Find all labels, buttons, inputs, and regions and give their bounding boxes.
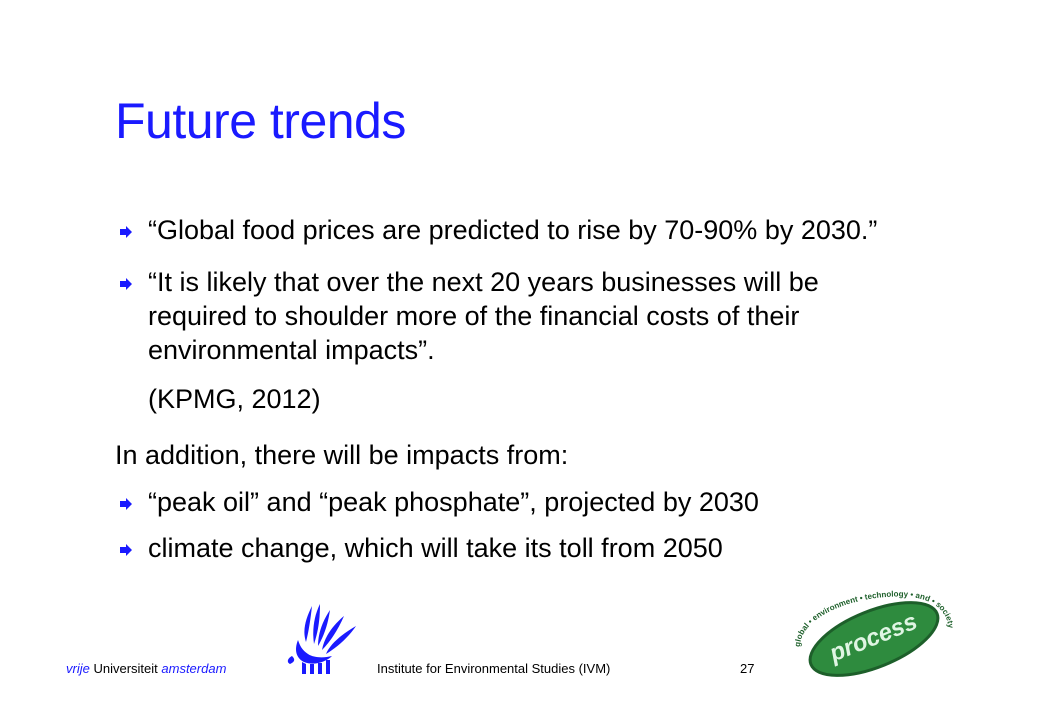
arrow-bullet-icon <box>120 498 132 510</box>
bullet-business-line-3: environmental impacts”. <box>148 335 435 365</box>
bullet-peak-oil: “peak oil” and “peak phosphate”, project… <box>148 487 759 517</box>
uni-amsterdam: amsterdam <box>161 661 227 676</box>
bullet-business-line-2: required to shoulder more of the financi… <box>148 301 800 331</box>
university-name: vrije Universiteit amsterdam <box>66 661 226 676</box>
arrow-bullet-icon <box>120 278 132 290</box>
uni-name: Universiteit <box>93 661 158 676</box>
citation: (KPMG, 2012) <box>148 384 321 414</box>
griffin-logo-icon <box>287 604 356 674</box>
uni-vrije: vrije <box>66 661 90 676</box>
arrow-bullet-icon <box>120 226 132 238</box>
intro-text: In addition, there will be impacts from: <box>115 440 569 470</box>
slide-title: Future trends <box>115 93 406 149</box>
institute-name: Institute for Environmental Studies (IVM… <box>377 661 611 676</box>
arrow-bullet-icon <box>120 544 132 556</box>
bullet-business-line-1: “It is likely that over the next 20 year… <box>148 267 819 297</box>
page-number: 27 <box>740 661 755 676</box>
bullet-food-prices: “Global food prices are predicted to ris… <box>148 215 878 245</box>
bullet-climate-change: climate change, which will take its toll… <box>148 533 723 563</box>
process-logo-icon: process global • environment • technolog… <box>793 590 955 677</box>
